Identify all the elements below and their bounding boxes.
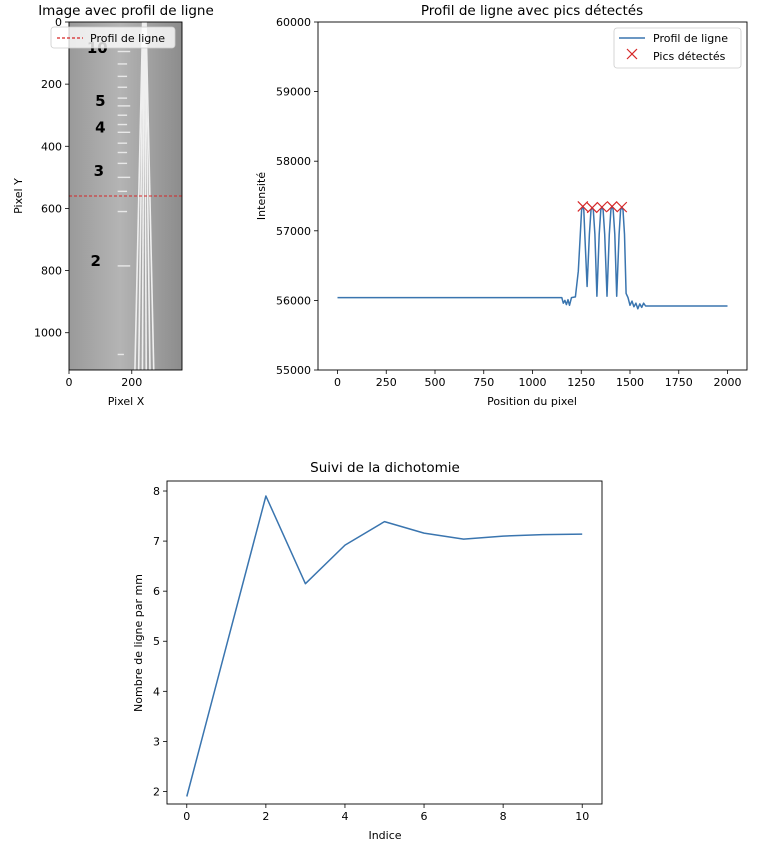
dichotomy-y-tick-label: 3	[153, 735, 160, 748]
image-panel: Image avec profil de ligne 105432 020002…	[12, 3, 214, 408]
profile-legend-label-0: Profil de ligne	[653, 32, 728, 45]
profile-x-tick-label: 2000	[714, 376, 742, 389]
dichotomy-axes: 0 2 4 6 8 10 2 3 4 5 6 7 8	[153, 485, 589, 823]
profile-axes: 0 250 500 750 1000 1250 1500 1750 2000 55000 56000…	[276, 16, 742, 389]
image-stripe	[144, 22, 151, 370]
profile-legend-box	[613, 27, 742, 69]
profile-panel-title: Profil de ligne avec pics détectés	[421, 3, 643, 19]
image-legend-label: Profil de ligne	[90, 32, 165, 45]
profile-x-tick-label: 1750	[665, 376, 693, 389]
image-axes: 0 200 0 200 400 600 800 1000	[34, 16, 142, 389]
image-x-tick-label: 0	[66, 376, 73, 389]
dichotomy-x-tick-label: 8	[500, 810, 507, 823]
image-y-label: Pixel Y	[12, 178, 25, 214]
profile-x-tick-label: 1000	[519, 376, 547, 389]
dichotomy-y-tick-label: 4	[153, 685, 160, 698]
legend-peaks-swatch	[626, 48, 638, 60]
dichotomy-y-tick-label: 5	[153, 635, 160, 648]
profile-x-tick-label: 750	[473, 376, 494, 389]
peak-marker	[606, 201, 618, 212]
peak-marker	[577, 201, 589, 212]
dichotomy-line-series	[186, 495, 583, 797]
image-legend-box	[50, 26, 176, 49]
profile-x-tick-label: 1250	[567, 376, 595, 389]
profile-y-label: Intensité	[255, 172, 268, 220]
image-numeral: 5	[95, 92, 105, 110]
dichotomy-y-tick-label: 7	[153, 535, 160, 548]
dichotomy-frame	[166, 480, 603, 805]
dichotomy-y-label: Nombre de ligne par mm	[132, 574, 145, 712]
dichotomy-x-tick-label: 4	[341, 810, 348, 823]
profile-y-tick-label: 58000	[276, 155, 311, 168]
dichotomy-x-label: Indice	[368, 829, 401, 842]
dichotomy-y-tick-label: 6	[153, 585, 160, 598]
image-y-tick-label: 800	[41, 265, 62, 278]
profile-x-tick-label: 0	[334, 376, 341, 389]
profile-y-tick-label: 55000	[276, 364, 311, 377]
dichotomy-panel: Suivi de la dichotomie 0 2 4 6 8 10 2 3 4 5 6 7 8 In…	[132, 460, 603, 842]
dichotomy-x-tick-label: 6	[421, 810, 428, 823]
image-x-tick-label: 200	[121, 376, 142, 389]
dichotomy-x-tick-label: 0	[183, 810, 190, 823]
dichotomy-x-tick-label: 2	[262, 810, 269, 823]
image-legend: Profil de ligne	[50, 26, 176, 49]
profile-legend: Profil de ligne Pics détectés	[613, 27, 742, 69]
image-numeral: 3	[94, 162, 104, 180]
image-numeral: 2	[90, 252, 100, 270]
profile-line-series	[337, 205, 728, 310]
image-numeral: 4	[95, 118, 105, 136]
dichotomy-series	[186, 495, 583, 797]
profile-x-label: Position du pixel	[487, 395, 577, 408]
dichotomy-y-tick-label: 2	[153, 785, 160, 798]
dichotomy-panel-title: Suivi de la dichotomie	[310, 460, 460, 476]
profile-panel: Profil de ligne avec pics détectés 0 250 5…	[255, 3, 748, 408]
profile-y-tick-label: 56000	[276, 294, 311, 307]
profile-plot-area	[337, 201, 728, 310]
peak-marker	[596, 201, 608, 213]
image-y-tick-label: 600	[41, 202, 62, 215]
image-y-tick-label: 1000	[34, 327, 62, 340]
profile-x-tick-label: 500	[425, 376, 446, 389]
profile-y-tick-label: 59000	[276, 86, 311, 99]
dichotomy-plot-area	[186, 495, 583, 797]
image-y-tick-label: 0	[55, 16, 62, 29]
profile-frame	[317, 21, 748, 371]
profile-legend-label-1: Pics détectés	[653, 50, 726, 63]
image-frame	[68, 21, 183, 371]
profile-y-tick-label: 57000	[276, 225, 311, 238]
image-stripe	[134, 22, 144, 370]
profile-x-tick-label: 250	[376, 376, 397, 389]
dichotomy-x-tick-label: 10	[575, 810, 589, 823]
image-x-label: Pixel X	[108, 395, 145, 408]
image-y-tick-label: 200	[41, 78, 62, 91]
image-area: 105432	[69, 22, 182, 370]
dichotomy-y-tick-label: 8	[153, 485, 160, 498]
image-y-tick-label: 400	[41, 140, 62, 153]
peak-marker	[586, 202, 598, 214]
profile-y-tick-label: 60000	[276, 16, 311, 29]
image-stripe	[141, 22, 145, 370]
profile-series	[337, 201, 728, 310]
peak-marker	[616, 201, 628, 213]
image-panel-title: Image avec profil de ligne	[38, 3, 214, 19]
profile-x-tick-label: 1500	[616, 376, 644, 389]
